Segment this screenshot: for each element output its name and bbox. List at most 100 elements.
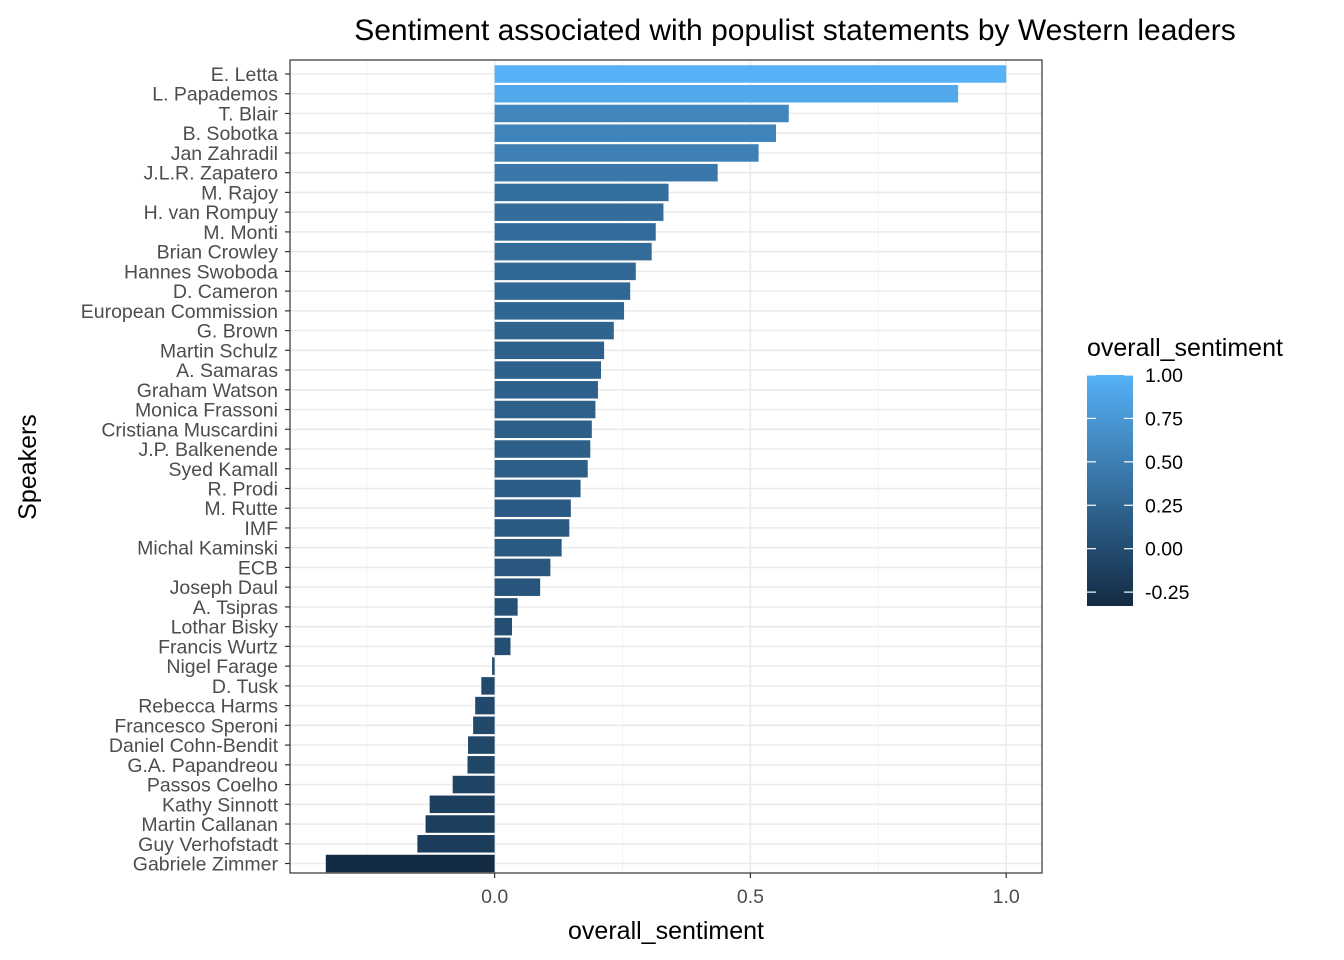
y-tick-label: J.P. Balkenende [139,439,279,461]
bar [494,183,669,202]
y-tick-label: Francesco Speroni [114,715,278,737]
bar [468,736,495,754]
y-tick-label: Michal Kaminski [137,538,278,560]
legend-colorbar [1087,375,1133,606]
y-tick-label: M. Monti [203,222,278,244]
y-tick-label: H. van Rompuy [144,202,279,224]
y-tick-label: Hannes Swoboda [124,261,278,283]
y-tick-label: E. Letta [211,64,278,86]
x-tick-label: 1.0 [993,886,1020,908]
y-tick-label: Martin Schulz [160,340,278,362]
bar [494,321,614,340]
y-tick-label: T. Blair [218,103,278,125]
bar [494,163,718,182]
y-tick-label: Daniel Cohn-Bendit [109,735,279,757]
bar [494,617,513,636]
y-tick-label: G.A. Papandreou [127,755,278,777]
chart-title: Sentiment associated with populist state… [354,14,1236,47]
y-tick-label: Graham Watson [137,380,278,402]
bar [494,144,759,162]
y-tick-label: A. Samaras [176,360,278,382]
x-axis-title: overall_sentiment [568,917,764,945]
legend-tick-label: -0.25 [1145,582,1190,604]
bar [494,558,551,577]
y-tick-label: D. Tusk [212,676,278,698]
bar [417,835,495,853]
bar [494,440,591,458]
bar [494,499,571,517]
bar [494,460,588,478]
bar [481,677,495,695]
bar [452,775,495,794]
plot-panel [289,59,1043,874]
bars [325,65,1007,873]
bar [467,756,495,774]
bar [475,696,495,715]
legend-tick-label: 0.00 [1145,539,1183,561]
bar [494,479,581,498]
y-tick-label: Joseph Daul [170,577,278,599]
y-tick-label: IMF [244,518,278,540]
bar [494,282,631,300]
y-tick-label: M. Rajoy [201,182,278,204]
y-tick-label: ECB [238,557,278,579]
bar [494,578,541,596]
legend-tick-label: 0.75 [1145,408,1183,430]
bar [494,361,602,379]
bar [494,420,592,439]
y-tick-label: Brian Crowley [157,242,279,264]
y-tick-label: Passos Coelho [147,775,278,797]
bar [494,381,598,399]
bar [494,637,511,656]
bar [494,302,625,320]
bar [494,124,776,142]
y-tick-label: Monica Frassoni [135,400,278,422]
bar [494,598,518,616]
y-tick-label: Guy Verhofstadt [138,834,278,856]
bar [429,795,495,814]
y-tick-label: Martin Callanan [141,814,278,836]
bar [325,854,495,873]
y-tick-label: Nigel Farage [166,656,278,678]
y-tick-label: Cristiana Muscardini [101,419,278,441]
y-tick-label: Lothar Bisky [171,617,279,639]
panel-border [289,59,1043,874]
bar [494,341,605,360]
y-tick-label: D. Cameron [173,281,278,303]
x-tick-label: 0.5 [737,886,764,908]
legend-tick-label: 1.00 [1145,365,1183,387]
bar [492,657,495,675]
y-tick-label: M. Rutte [204,498,278,520]
y-tick-label: Francis Wurtz [158,636,278,658]
y-axis-title: Speakers [14,414,42,520]
legend-tick-label: 0.25 [1145,495,1183,517]
y-tick-label: Gabriele Zimmer [133,854,279,876]
y-tick-label: Jan Zahradil [171,143,278,165]
x-axis: 0.0 0.5 1.0 [481,873,1020,908]
legend-title: overall_sentiment [1087,334,1283,362]
bar [494,262,636,281]
legend-tick-label: 0.50 [1145,452,1183,474]
y-tick-label: R. Prodi [208,478,278,500]
bar [425,815,495,833]
x-tick-label: 0.0 [481,886,508,908]
bar [494,84,959,103]
y-tick-label: L. Papademos [152,84,278,106]
bar [494,400,596,419]
y-tick-label: Rebecca Harms [138,696,278,718]
bar [494,104,789,123]
y-tick-label: A. Tsipras [193,597,279,619]
y-tick-label: J.L.R. Zapatero [144,163,279,185]
bar [473,716,495,735]
bar [494,65,1007,83]
y-tick-label: Syed Kamall [169,459,278,481]
bar [494,519,570,537]
y-tick-label: Kathy Sinnott [162,794,279,816]
legend: overall_sentiment 1.00 0.75 0.50 0.25 0.00 -0… [1087,334,1283,606]
bar [494,242,652,261]
y-tick-label: G. Brown [197,321,278,343]
legend-ticks: 1.00 0.75 0.50 0.25 0.00 -0.25 [1087,365,1190,604]
y-tick-label: European Commission [81,301,278,323]
